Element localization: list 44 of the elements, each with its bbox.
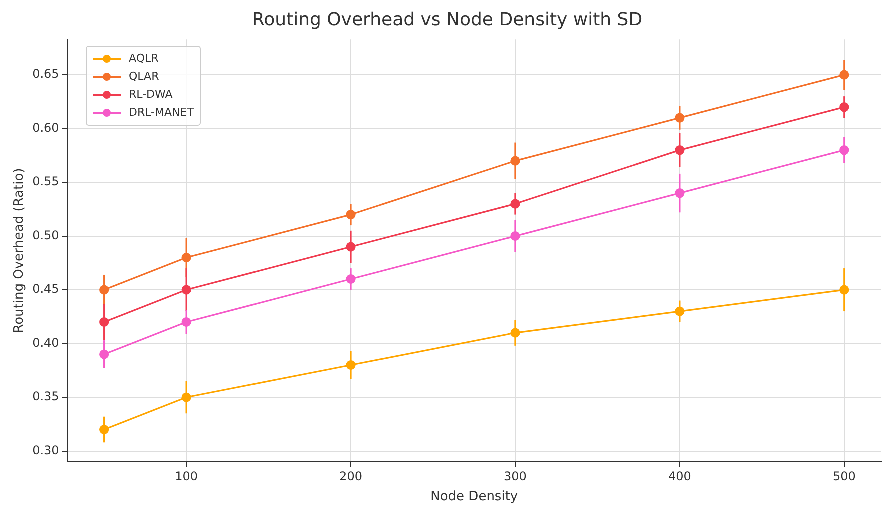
point: [675, 146, 685, 156]
y-tick-label: 0.35: [32, 390, 60, 404]
y-tick-label: 0.30: [32, 443, 60, 458]
y-axis-title: Routing Overhead (Ratio): [12, 168, 28, 334]
point: [510, 231, 520, 242]
point: [510, 156, 520, 166]
x-tick-label: 500: [832, 469, 856, 484]
point: [182, 285, 192, 295]
point: [840, 102, 850, 112]
point: [346, 360, 356, 370]
point: [840, 70, 850, 80]
x-tick-label: 100: [175, 469, 198, 484]
y-tick-label: 0.40: [32, 336, 60, 350]
legend-label: RL-DWA: [129, 87, 173, 103]
legend-label: AQLR: [129, 51, 159, 67]
point: [100, 350, 110, 360]
y-tick-label: 0.55: [32, 174, 60, 189]
chart-title: Routing Overhead vs Node Density with SD: [252, 9, 643, 30]
point: [675, 306, 685, 316]
x-axis-title: Node Density: [430, 490, 518, 505]
point: [100, 285, 110, 295]
point: [346, 242, 356, 252]
point: [100, 424, 110, 435]
x-tick-label: 300: [504, 469, 527, 484]
y-tick-label: 0.60: [32, 120, 60, 135]
point: [675, 113, 685, 123]
y-tick-label: 0.50: [32, 228, 60, 242]
point: [510, 199, 520, 209]
point: [675, 188, 685, 198]
point: [840, 146, 850, 156]
point: [182, 317, 192, 328]
point: [510, 328, 520, 338]
legend-label: DRL-MANET: [129, 105, 194, 121]
point: [346, 274, 356, 284]
point: [182, 392, 192, 402]
point: [840, 285, 850, 295]
y-tick-label: 0.45: [32, 282, 60, 296]
x-tick-label: 200: [340, 469, 362, 484]
point: [100, 317, 110, 328]
legend-label: QLAR: [129, 69, 160, 85]
y-tick-label: 0.65: [32, 67, 60, 82]
point: [346, 210, 356, 220]
x-tick-label: 400: [668, 469, 692, 484]
point: [182, 252, 192, 263]
